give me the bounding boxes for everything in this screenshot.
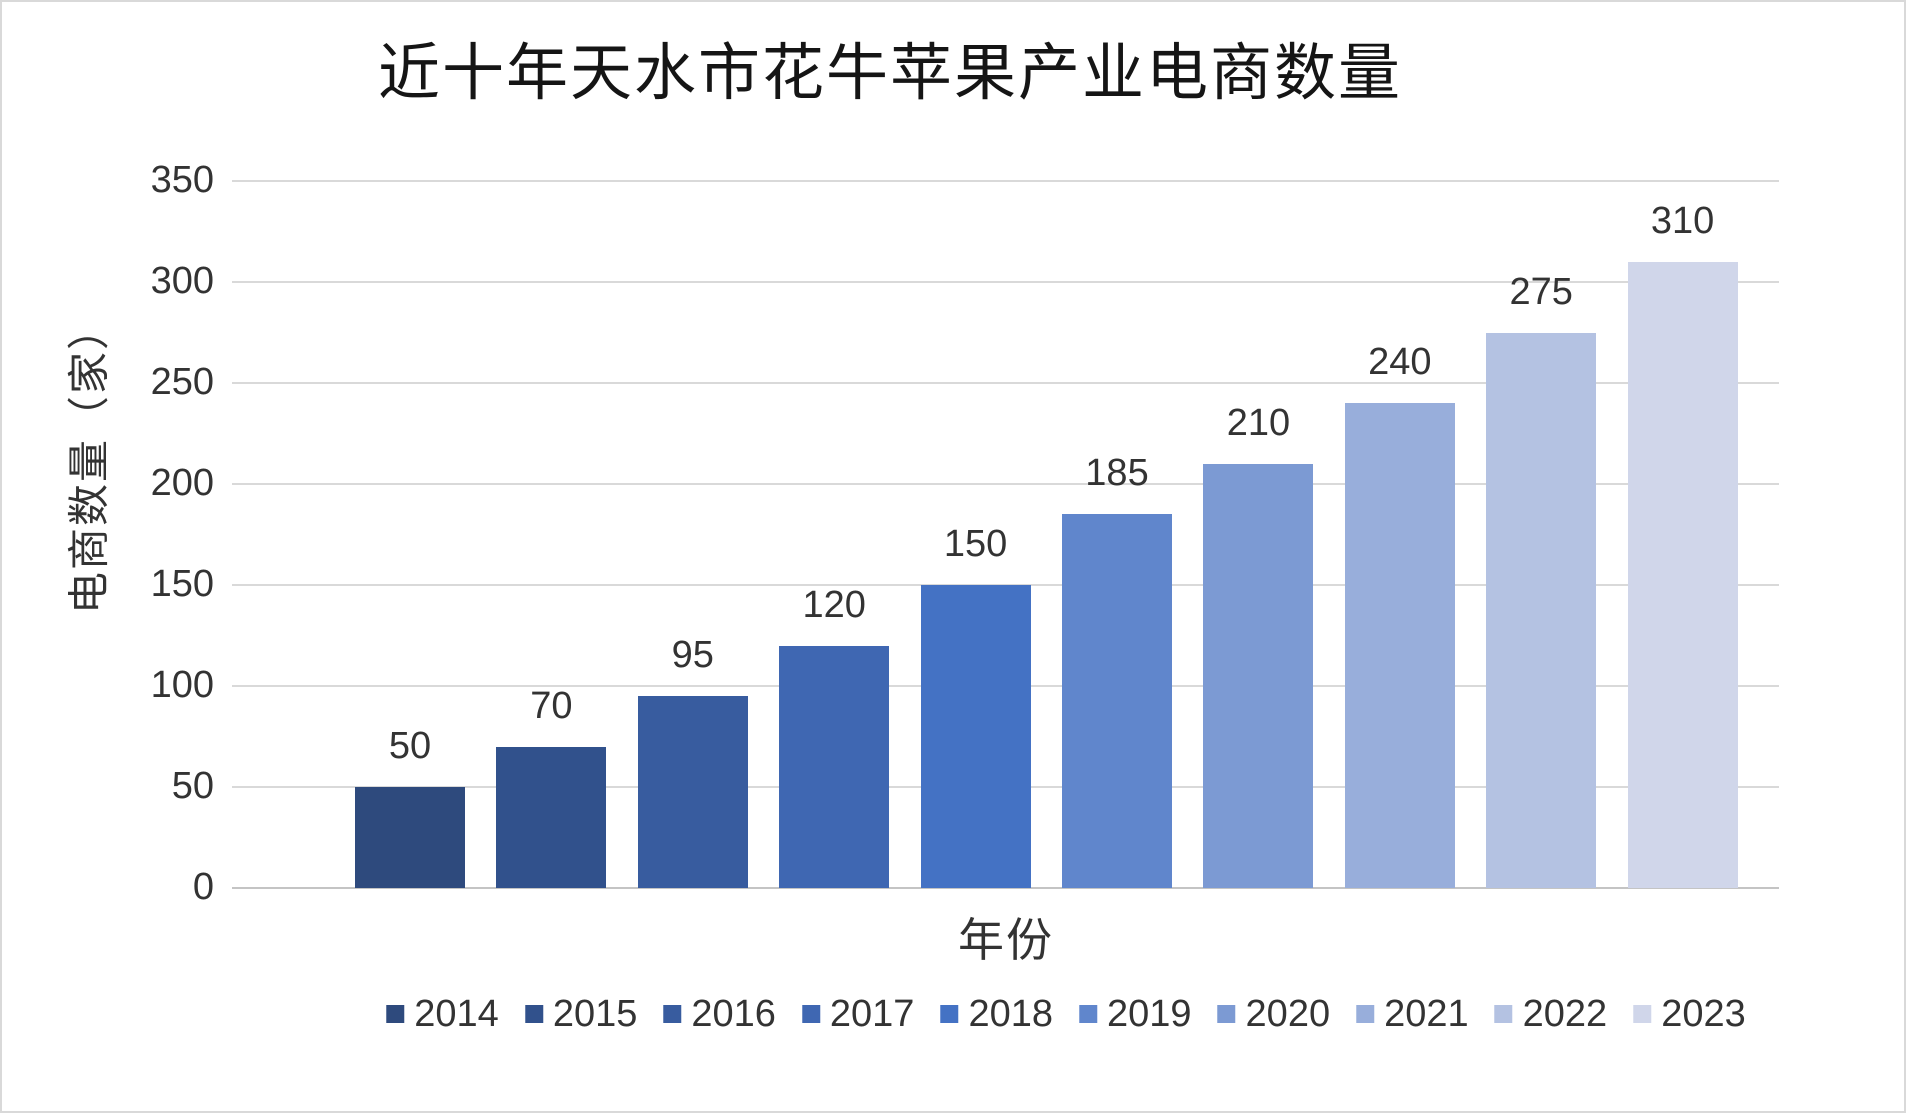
legend-label-2014: 2014 <box>414 993 499 1035</box>
legend-item-2020: 2020 <box>1217 993 1331 1035</box>
legend-item-2019: 2019 <box>1079 995 1192 1033</box>
legend-swatch-2020 <box>1217 1005 1236 1023</box>
bar-value-label-2019: 185 <box>1085 452 1149 495</box>
legend-label-2015: 2015 <box>552 993 638 1035</box>
bar-value-label-2020: 210 <box>1226 401 1291 444</box>
y-axis-title: 电商数量（家） <box>65 305 113 615</box>
y-tick-label-100: 100 <box>150 664 214 707</box>
y-tick-label-200: 200 <box>150 462 214 505</box>
bar-value-label-2018: 150 <box>943 523 1008 565</box>
bar-value-label-2016: 95 <box>671 634 714 677</box>
bar-2022 <box>1486 332 1597 888</box>
y-tick-label-150: 150 <box>150 563 214 606</box>
legend-label-2018: 2018 <box>968 993 1053 1035</box>
legend-swatch-2016 <box>663 1005 682 1023</box>
y-tick-label-300: 300 <box>150 260 214 303</box>
bar-2015 <box>496 746 607 888</box>
bar-2017 <box>779 645 890 888</box>
legend-label-2019: 2019 <box>1107 993 1192 1035</box>
bar-2014 <box>355 787 465 888</box>
x-axis-title: 年份 <box>958 914 1054 966</box>
gridline-200 <box>232 483 1779 485</box>
y-tick-label-0: 0 <box>192 866 214 909</box>
legend-swatch-2023 <box>1633 1005 1652 1023</box>
legend-item-2015: 2015 <box>524 993 638 1035</box>
legend-label-2022: 2022 <box>1522 993 1608 1035</box>
bar-value-label-2015: 70 <box>530 684 573 727</box>
legend-swatch-2015 <box>524 1005 543 1023</box>
legend-label-2020: 2020 <box>1245 993 1331 1035</box>
bar-2023 <box>1627 261 1738 888</box>
legend-item-2022: 2022 <box>1494 993 1608 1035</box>
gridline-300 <box>232 281 1779 283</box>
bar-value-label-2021: 240 <box>1368 341 1432 384</box>
bar-2019 <box>1062 514 1172 888</box>
legend-item-2023: 2023 <box>1633 995 1746 1033</box>
gridline-350 <box>232 180 1779 182</box>
legend-item-2016: 2016 <box>663 995 776 1033</box>
legend-swatch-2018 <box>940 1005 959 1023</box>
chart-title: 近十年天水市花牛苹果产业电商数量 <box>377 39 1403 108</box>
bar-2018 <box>920 585 1031 888</box>
legend-label-2016: 2016 <box>691 993 776 1035</box>
legend-label-2017: 2017 <box>829 993 915 1035</box>
bar-value-label-2014: 50 <box>388 725 432 767</box>
legend-swatch-2014 <box>386 1005 405 1023</box>
legend-item-2018: 2018 <box>940 995 1053 1033</box>
bar-2021 <box>1344 403 1455 888</box>
legend-item-2017: 2017 <box>801 993 915 1035</box>
legend-swatch-2022 <box>1494 1005 1513 1023</box>
x-axis-line <box>232 887 1779 889</box>
legend-item-2014: 2014 <box>386 995 499 1033</box>
y-tick-label-250: 250 <box>150 361 214 404</box>
legend: 2014 2015 2016 2017 2018 2019 2020 2021 2022 2023 <box>373 989 1758 1039</box>
legend-label-2023: 2023 <box>1661 993 1746 1035</box>
bar-value-label-2017: 120 <box>802 583 866 626</box>
legend-label-2021: 2021 <box>1384 993 1469 1035</box>
y-tick-label-350: 350 <box>150 159 214 202</box>
legend-item-2021: 2021 <box>1356 995 1469 1033</box>
bar-value-label-2022: 275 <box>1509 270 1573 313</box>
bar-2020 <box>1203 463 1314 888</box>
legend-swatch-2017 <box>801 1005 820 1023</box>
legend-swatch-2019 <box>1079 1005 1097 1023</box>
y-tick-label-50: 50 <box>171 765 214 808</box>
bar-value-label-2023: 310 <box>1650 199 1715 242</box>
gridline-250 <box>232 382 1779 384</box>
legend-swatch-2021 <box>1356 1005 1375 1023</box>
bar-2016 <box>637 696 748 888</box>
